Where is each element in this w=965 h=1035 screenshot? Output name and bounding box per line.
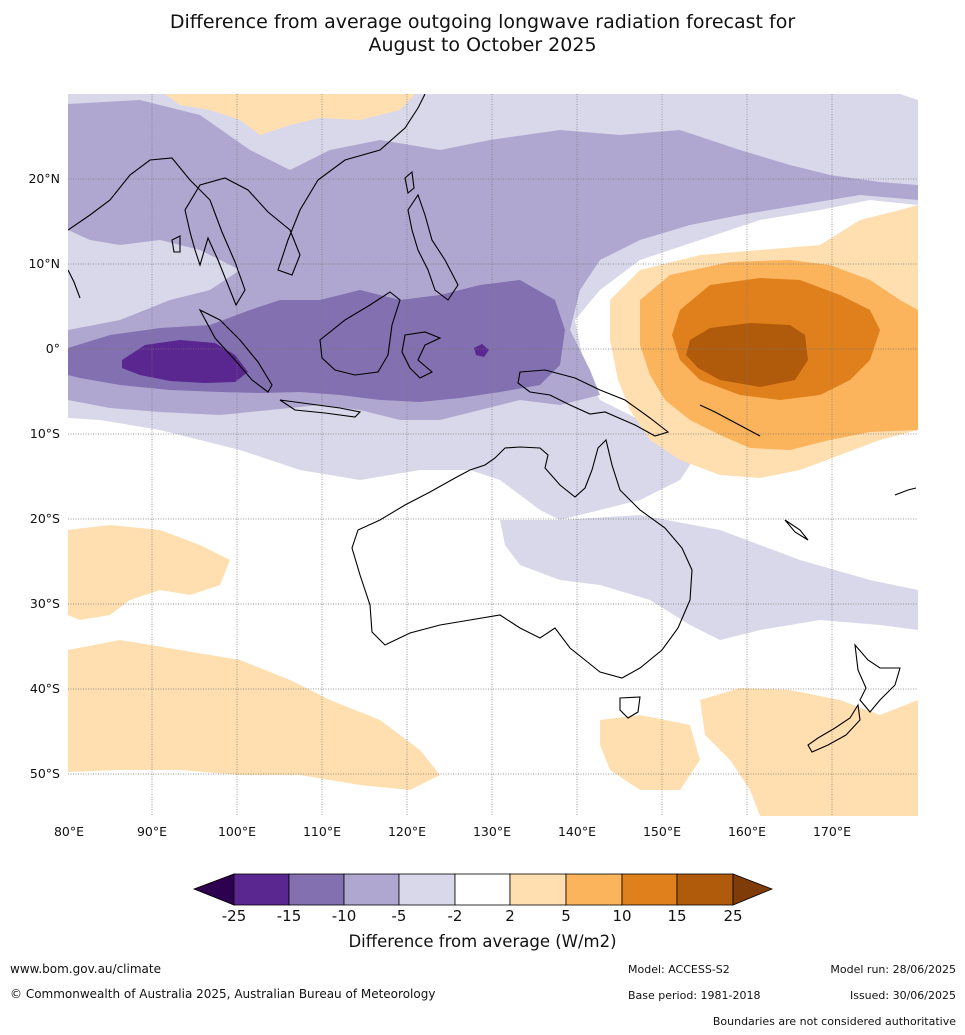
- lon-label-160e: 160°E: [727, 824, 766, 839]
- lon-label-140e: 140°E: [557, 824, 596, 839]
- tasmania-coastline: [619, 696, 641, 719]
- lat-label-40s: 40°S: [29, 681, 60, 696]
- lon-label-120e: 120°E: [387, 824, 426, 839]
- colorbar-box-3: [343, 873, 400, 906]
- colorbar-high-extend: [732, 873, 774, 906]
- philippines-coastline: [407, 193, 459, 301]
- anomaly-region-light-lavender-south: [500, 515, 918, 640]
- sri-lanka-coastline: [171, 235, 181, 253]
- lon-label-110e: 110°E: [302, 824, 341, 839]
- anomaly-region-deep-purple-small: [474, 344, 489, 357]
- colorbar-label: 10: [612, 907, 632, 925]
- graticule: [68, 94, 918, 816]
- lat-label-20n: 20°N: [28, 171, 60, 186]
- solomon-islands-coastline: [699, 404, 761, 437]
- anomaly-region-deep-purple: [122, 340, 248, 383]
- lat-label-30s: 30°S: [29, 596, 60, 611]
- footer-model-run: Model run: 28/06/2025: [830, 963, 956, 976]
- java-coastline: [279, 399, 362, 418]
- lon-label-130e: 130°E: [472, 824, 511, 839]
- footer-copyright: © Commonwealth of Australia 2025, Austra…: [10, 987, 436, 1001]
- colorbar-label: -15: [276, 907, 302, 925]
- australia-coastline: [351, 438, 693, 679]
- footer-model: Model: ACCESS-S2: [628, 963, 730, 976]
- colorbar-box-9: [676, 873, 734, 906]
- colorbar-low-extend: [192, 873, 235, 906]
- lon-label-150e: 150°E: [642, 824, 681, 839]
- anomaly-region-light-orange-south: [68, 640, 440, 790]
- colorbar-title: Difference from average (W/m2): [348, 932, 617, 951]
- new-zealand-north-coastline: [854, 643, 901, 713]
- colorbar-box-4: [398, 873, 456, 906]
- colorbar-box-8: [621, 873, 678, 906]
- colorbar-label: 15: [667, 907, 687, 925]
- new-guinea-coastline: [517, 369, 670, 437]
- colorbar-label: 2: [505, 907, 515, 925]
- coastlines: [68, 94, 917, 753]
- anomaly-region-light-orange-nz: [700, 688, 918, 816]
- colorbar-label: -2: [447, 907, 463, 925]
- lon-label-100e: 100°E: [217, 824, 256, 839]
- anomaly-field: [68, 94, 918, 816]
- map-title-line2: August to October 2025: [368, 34, 597, 56]
- anomaly-region-light-orange-southwest: [68, 525, 230, 620]
- mainland-asia-coastline: [68, 94, 426, 307]
- anomaly-region-light-orange-tasman: [600, 715, 700, 790]
- colorbar-label: -25: [221, 907, 247, 925]
- colorbar-label: 5: [561, 907, 571, 925]
- colorbar-label: -5: [391, 907, 407, 925]
- sumatra-coastline: [198, 308, 273, 393]
- lat-label-10s: 10°S: [29, 426, 60, 441]
- borneo-coastline: [319, 291, 401, 376]
- footer-disclaimer: Boundaries are not considered authoritat…: [712, 1015, 956, 1028]
- anomaly-region-light-orange-north: [165, 94, 415, 135]
- colorbar-box-7: [565, 873, 623, 906]
- lat-label-0: 0°: [45, 341, 60, 356]
- lon-label-90e: 90°E: [136, 824, 168, 839]
- lon-label-170e: 170°E: [812, 824, 851, 839]
- lon-label-80e: 80°E: [53, 824, 85, 839]
- sulawesi-coastline: [401, 331, 442, 379]
- footer-issued: Issued: 30/06/2025: [849, 989, 956, 1002]
- colorbar-label: 25: [723, 907, 743, 925]
- footer-base-period: Base period: 1981-2018: [628, 989, 761, 1002]
- india-coastline: [68, 269, 81, 299]
- vanuatu-fiji-coastline: [784, 487, 917, 541]
- colorbar: [192, 873, 774, 906]
- taiwan-coastline: [404, 170, 415, 195]
- new-zealand-south-coastline: [807, 703, 861, 753]
- colorbar-box-1: [233, 873, 290, 906]
- colorbar-box-5: [454, 873, 511, 906]
- colorbar-label: -10: [331, 907, 357, 925]
- lat-label-50s: 50°S: [29, 766, 60, 781]
- colorbar-box-6: [509, 873, 567, 906]
- lat-label-10n: 10°N: [28, 256, 60, 271]
- colorbar-box-2: [288, 873, 345, 906]
- footer-url[interactable]: www.bom.gov.au/climate: [10, 962, 161, 976]
- lat-label-20s: 20°S: [29, 511, 60, 526]
- map-title-line1: Difference from average outgoing longwav…: [169, 11, 796, 33]
